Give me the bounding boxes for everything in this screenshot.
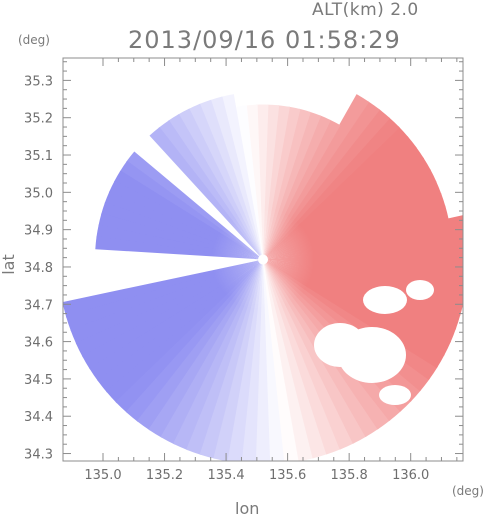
x-tick: 135.2 (146, 58, 212, 483)
velocity-field (63, 58, 463, 461)
y-tick: 35.2 (24, 89, 463, 127)
y-tick: 35.1 (24, 126, 463, 164)
y-tick: 35.3 (24, 61, 463, 89)
x-tick: 135.4 (207, 58, 273, 483)
y-tick: 34.4 (24, 387, 463, 425)
y-tick: 35.0 (24, 163, 463, 201)
y-tick-label: 34.8 (24, 261, 53, 276)
altitude-label: ALT(km) 2.0 (312, 0, 419, 20)
x-tick-label: 135.6 (269, 468, 306, 483)
x-tick: 136.0 (392, 58, 458, 483)
x-tick-label: 135.2 (146, 468, 183, 483)
x-tick: 135.0 (84, 58, 150, 483)
x-tick-label: 135.4 (207, 468, 244, 483)
y-tick-label: 35.0 (24, 186, 53, 201)
y-tick-label: 34.9 (24, 224, 53, 239)
x-ticks: 135.0 135.2 135.4 135.6 135.8 136.0 (84, 58, 458, 483)
plot-border (62, 57, 464, 462)
y-tick: 34.8 (24, 238, 463, 276)
y-tick-label: 35.3 (24, 74, 53, 89)
y-tick-label: 35.1 (24, 149, 53, 164)
y-tick: 34.9 (24, 201, 463, 239)
x-tick: 135.8 (331, 58, 396, 483)
y-tick: 34.3 (24, 425, 463, 463)
chart-title: 2013/09/16 01:58:29 (128, 26, 401, 54)
y-tick-label: 34.3 (24, 448, 53, 463)
y-ticks: 34.3 34.4 34.5 34.6 34.7 34.8 34.9 35.0 35.1 35.2… (24, 61, 463, 463)
x-axis-label: lon (235, 499, 260, 518)
y-axis-unit: (deg) (18, 33, 50, 47)
y-tick: 34.5 (24, 350, 463, 388)
y-tick-label: 34.6 (24, 336, 53, 351)
x-tick-label: 135.8 (331, 468, 368, 483)
y-tick: 34.7 (24, 275, 463, 313)
x-tick: 135.6 (269, 58, 335, 483)
y-tick-label: 34.5 (24, 373, 53, 388)
y-tick-label: 34.4 (24, 410, 53, 425)
x-tick-label: 135.0 (84, 468, 121, 483)
x-axis-unit: (deg) (452, 484, 484, 498)
radar-site (258, 254, 268, 265)
x-tick-label: 136.0 (392, 468, 429, 483)
plot-frame (62, 57, 464, 462)
y-tick-label: 34.7 (24, 298, 53, 313)
y-tick: 34.6 (24, 313, 463, 351)
y-tick-label: 35.2 (24, 112, 53, 127)
